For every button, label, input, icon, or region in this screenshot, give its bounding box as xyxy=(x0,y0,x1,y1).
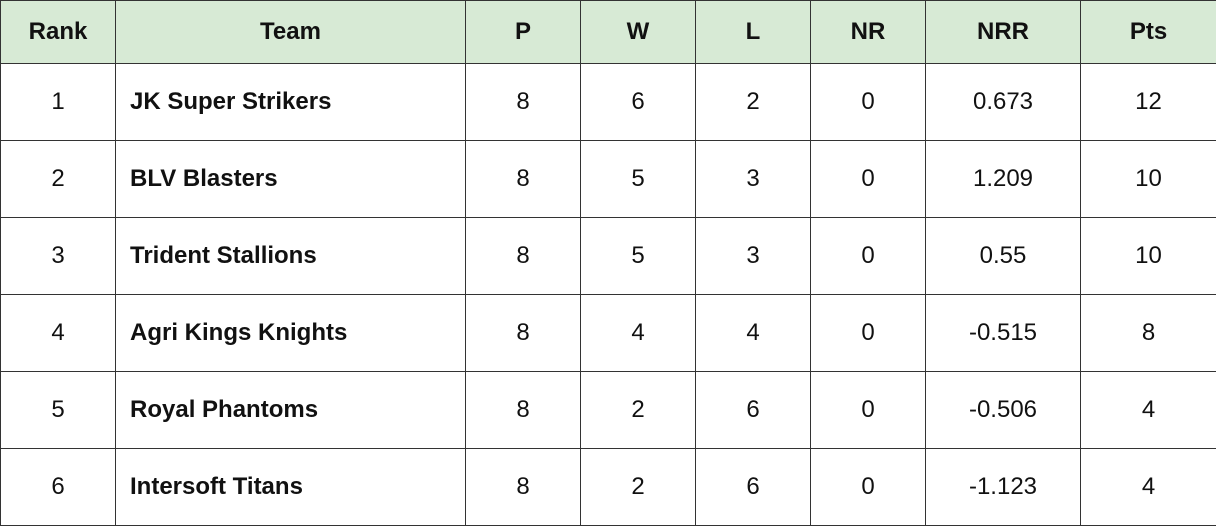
cell-team: Intersoft Titans xyxy=(116,449,466,526)
table-header-row: Rank Team P W L NR NRR Pts xyxy=(1,1,1216,64)
cell-w: 4 xyxy=(581,295,696,372)
cell-p: 8 xyxy=(466,449,581,526)
col-header-nrr: NRR xyxy=(926,1,1081,64)
cell-l: 6 xyxy=(696,372,811,449)
cell-rank: 2 xyxy=(1,141,116,218)
table-row: 3 Trident Stallions 8 5 3 0 0.55 10 xyxy=(1,218,1216,295)
table-row: 1 JK Super Strikers 8 6 2 0 0.673 12 xyxy=(1,64,1216,141)
cell-rank: 4 xyxy=(1,295,116,372)
cell-l: 6 xyxy=(696,449,811,526)
cell-nrr: -0.506 xyxy=(926,372,1081,449)
cell-pts: 8 xyxy=(1081,295,1216,372)
col-header-team: Team xyxy=(116,1,466,64)
cell-l: 4 xyxy=(696,295,811,372)
col-header-pts: Pts xyxy=(1081,1,1216,64)
cell-pts: 4 xyxy=(1081,372,1216,449)
cell-l: 3 xyxy=(696,218,811,295)
cell-team: Agri Kings Knights xyxy=(116,295,466,372)
cell-nr: 0 xyxy=(811,449,926,526)
cell-nrr: 0.673 xyxy=(926,64,1081,141)
cell-nr: 0 xyxy=(811,295,926,372)
cell-nr: 0 xyxy=(811,64,926,141)
cell-team: BLV Blasters xyxy=(116,141,466,218)
cell-nr: 0 xyxy=(811,372,926,449)
cell-rank: 5 xyxy=(1,372,116,449)
standings-table: Rank Team P W L NR NRR Pts 1 JK Super St… xyxy=(0,0,1216,526)
cell-team: JK Super Strikers xyxy=(116,64,466,141)
table-row: 5 Royal Phantoms 8 2 6 0 -0.506 4 xyxy=(1,372,1216,449)
col-header-nr: NR xyxy=(811,1,926,64)
col-header-p: P xyxy=(466,1,581,64)
cell-w: 2 xyxy=(581,372,696,449)
col-header-w: W xyxy=(581,1,696,64)
cell-pts: 12 xyxy=(1081,64,1216,141)
cell-l: 3 xyxy=(696,141,811,218)
cell-p: 8 xyxy=(466,295,581,372)
cell-pts: 10 xyxy=(1081,218,1216,295)
cell-pts: 10 xyxy=(1081,141,1216,218)
cell-w: 2 xyxy=(581,449,696,526)
table-row: 2 BLV Blasters 8 5 3 0 1.209 10 xyxy=(1,141,1216,218)
cell-l: 2 xyxy=(696,64,811,141)
table-row: 6 Intersoft Titans 8 2 6 0 -1.123 4 xyxy=(1,449,1216,526)
table-row: 4 Agri Kings Knights 8 4 4 0 -0.515 8 xyxy=(1,295,1216,372)
cell-rank: 6 xyxy=(1,449,116,526)
cell-nrr: 0.55 xyxy=(926,218,1081,295)
cell-rank: 1 xyxy=(1,64,116,141)
cell-p: 8 xyxy=(466,141,581,218)
cell-p: 8 xyxy=(466,372,581,449)
cell-rank: 3 xyxy=(1,218,116,295)
col-header-rank: Rank xyxy=(1,1,116,64)
cell-team: Royal Phantoms xyxy=(116,372,466,449)
cell-w: 6 xyxy=(581,64,696,141)
cell-w: 5 xyxy=(581,141,696,218)
cell-w: 5 xyxy=(581,218,696,295)
cell-p: 8 xyxy=(466,64,581,141)
cell-nr: 0 xyxy=(811,141,926,218)
cell-nrr: 1.209 xyxy=(926,141,1081,218)
cell-nr: 0 xyxy=(811,218,926,295)
cell-p: 8 xyxy=(466,218,581,295)
cell-pts: 4 xyxy=(1081,449,1216,526)
cell-nrr: -1.123 xyxy=(926,449,1081,526)
col-header-l: L xyxy=(696,1,811,64)
cell-nrr: -0.515 xyxy=(926,295,1081,372)
cell-team: Trident Stallions xyxy=(116,218,466,295)
